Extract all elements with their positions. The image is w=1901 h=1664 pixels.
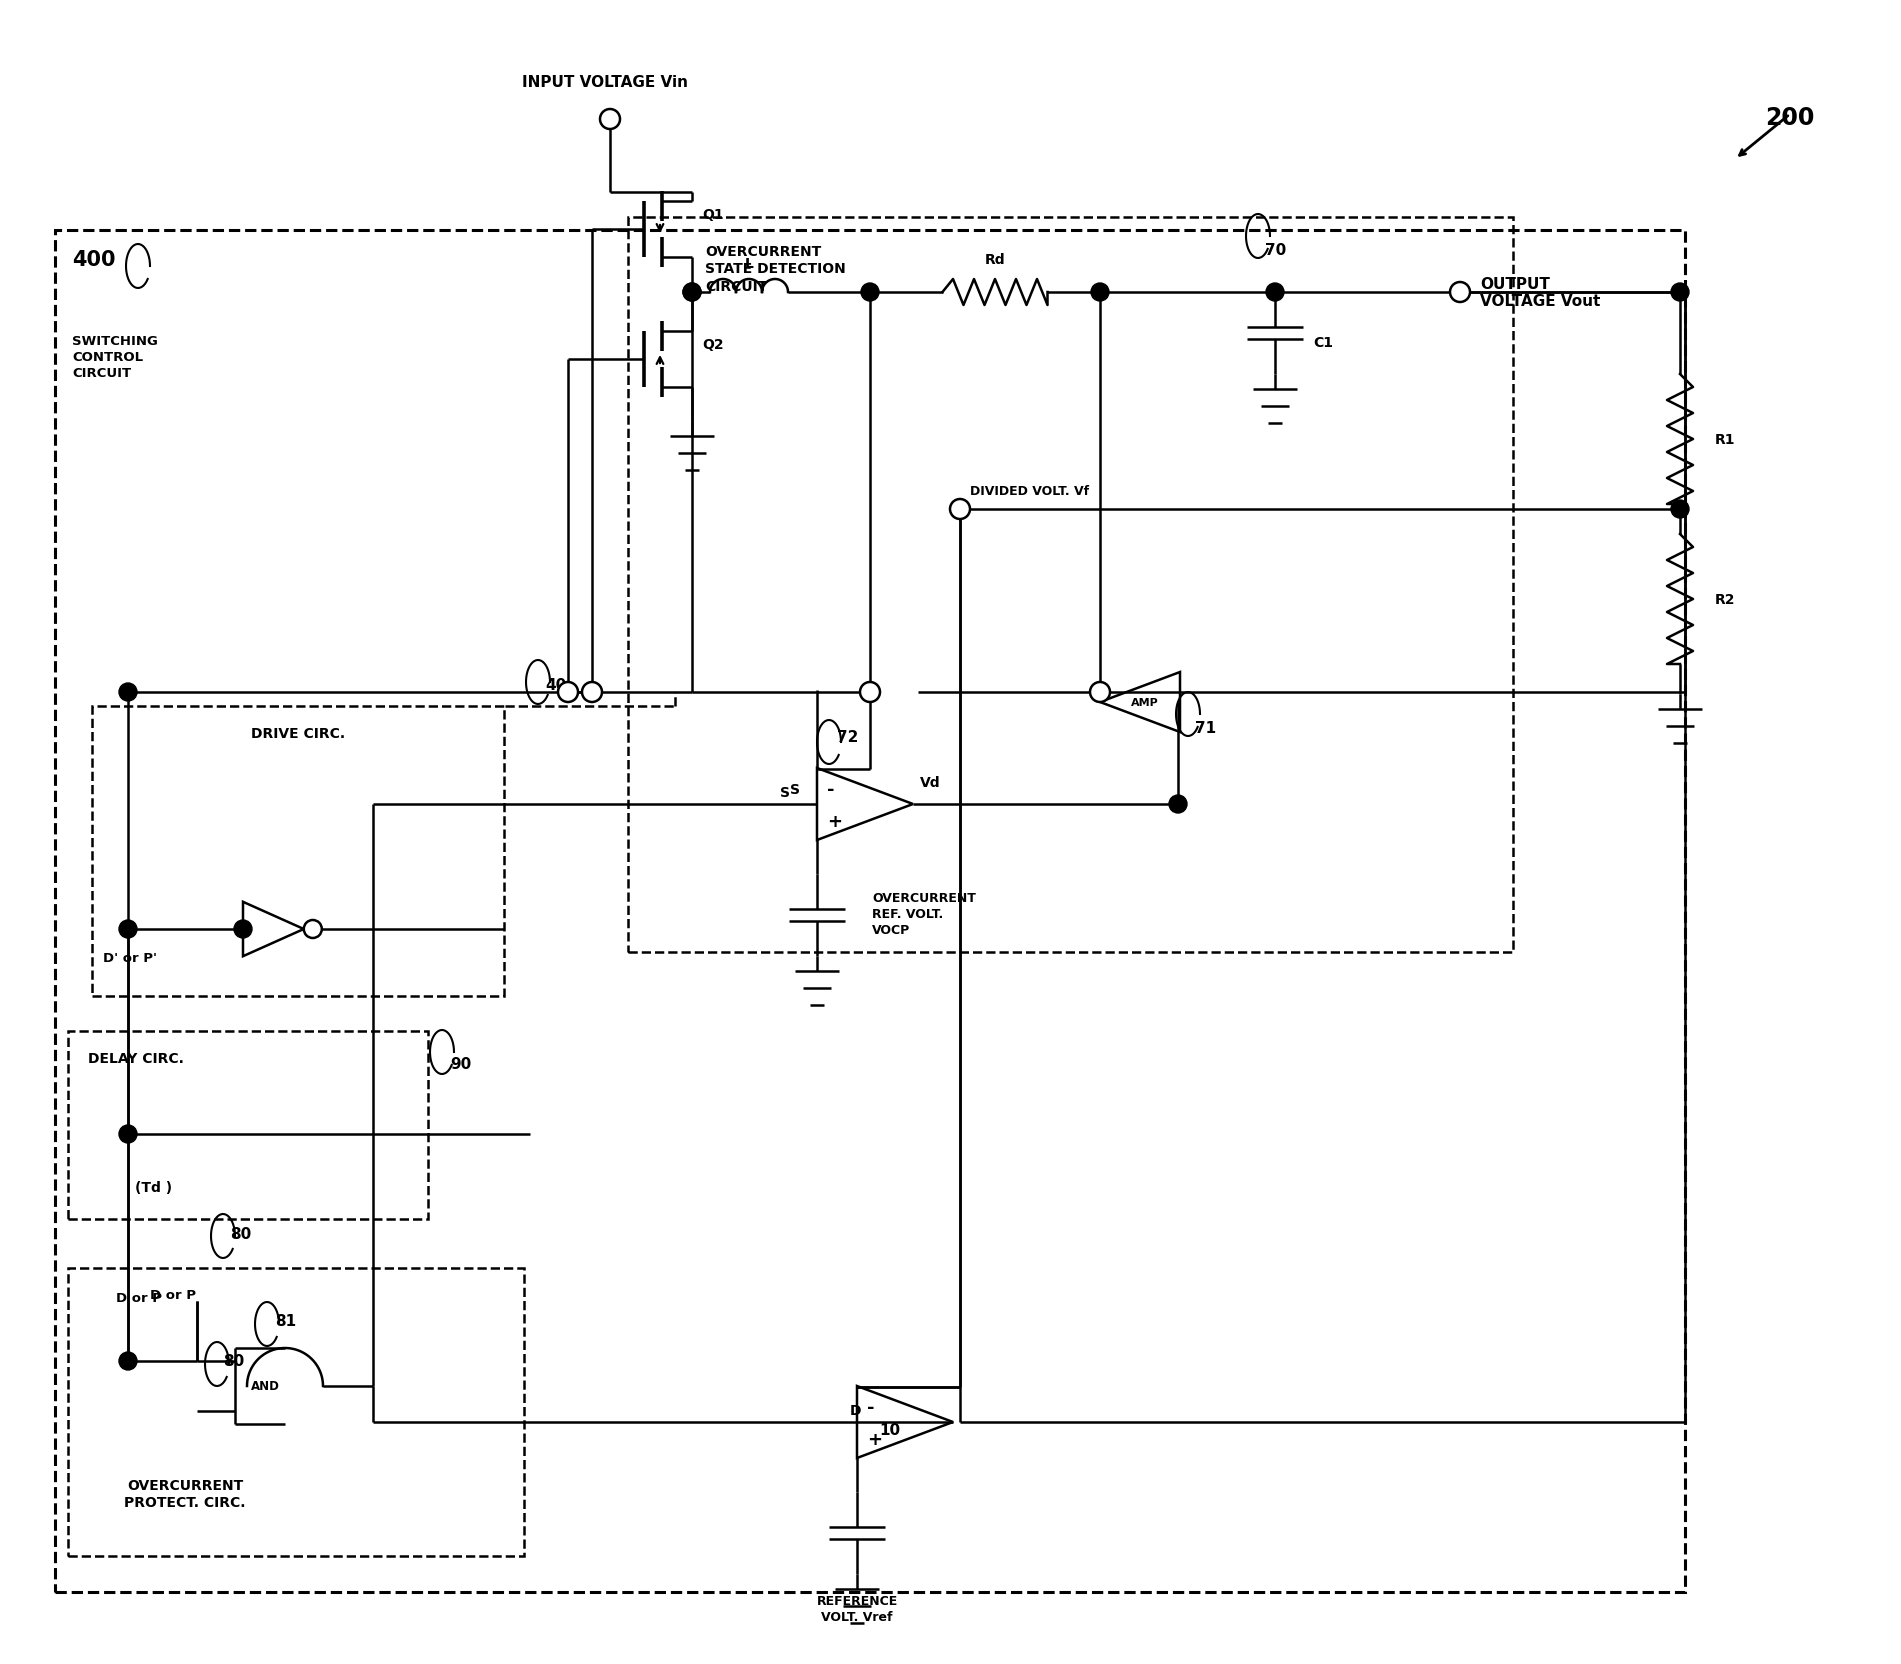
Text: S: S <box>779 785 791 799</box>
Text: 71: 71 <box>1196 721 1217 735</box>
Text: D: D <box>850 1403 861 1418</box>
Circle shape <box>120 1125 137 1143</box>
Text: C1: C1 <box>1314 336 1333 349</box>
Text: OUTPUT
VOLTAGE Vout: OUTPUT VOLTAGE Vout <box>1481 276 1601 310</box>
Text: 200: 200 <box>1764 106 1814 130</box>
Circle shape <box>120 920 137 938</box>
Circle shape <box>950 499 970 519</box>
Bar <box>68 1032 428 1220</box>
Text: 70: 70 <box>1264 243 1287 258</box>
Text: R2: R2 <box>1715 592 1736 607</box>
Text: L: L <box>745 256 753 271</box>
Circle shape <box>1671 501 1688 519</box>
Text: OVERCURRENT
PROTECT. CIRC.: OVERCURRENT PROTECT. CIRC. <box>124 1478 245 1509</box>
Text: 10: 10 <box>880 1423 901 1438</box>
Bar <box>55 231 1684 1592</box>
Text: 80: 80 <box>222 1353 243 1368</box>
Text: Q1: Q1 <box>701 208 724 221</box>
Bar <box>627 218 1513 952</box>
Text: D' or P': D' or P' <box>103 952 158 965</box>
Text: 81: 81 <box>276 1313 297 1328</box>
Text: S: S <box>791 782 800 797</box>
Text: OVERCURRENT
REF. VOLT.
VOCP: OVERCURRENT REF. VOLT. VOCP <box>873 892 975 937</box>
Text: DRIVE CIRC.: DRIVE CIRC. <box>251 727 346 740</box>
Text: OVERCURRENT
STATE DETECTION
CIRCUIT: OVERCURRENT STATE DETECTION CIRCUIT <box>705 245 846 293</box>
Circle shape <box>1169 795 1186 814</box>
Text: REFERENCE
VOLT. Vref: REFERENCE VOLT. Vref <box>816 1594 897 1622</box>
Text: 72: 72 <box>836 729 859 744</box>
Circle shape <box>1450 285 1469 301</box>
Text: -: - <box>867 1398 874 1416</box>
Circle shape <box>861 285 878 301</box>
Circle shape <box>1266 285 1283 301</box>
Text: (Td ): (Td ) <box>135 1180 173 1195</box>
Circle shape <box>234 920 253 938</box>
Text: Rd: Rd <box>985 253 1006 266</box>
Text: 90: 90 <box>451 1057 471 1072</box>
Circle shape <box>582 682 603 702</box>
Text: Q2: Q2 <box>701 338 724 351</box>
Text: +: + <box>867 1429 882 1448</box>
Bar <box>68 1268 525 1556</box>
Circle shape <box>559 682 578 702</box>
Text: 40: 40 <box>546 677 566 692</box>
Text: SWITCHING
CONTROL
CIRCUIT: SWITCHING CONTROL CIRCUIT <box>72 334 158 379</box>
Circle shape <box>601 110 620 130</box>
Circle shape <box>682 285 701 301</box>
Text: 400: 400 <box>72 250 116 270</box>
Circle shape <box>120 684 137 702</box>
Circle shape <box>120 1353 137 1369</box>
Circle shape <box>682 285 701 301</box>
Circle shape <box>1091 285 1108 301</box>
Text: D or P: D or P <box>150 1288 196 1301</box>
Circle shape <box>1089 682 1110 702</box>
Text: AND: AND <box>251 1379 279 1393</box>
Text: Vd: Vd <box>920 775 941 789</box>
Text: +: + <box>827 812 842 830</box>
Bar <box>91 707 504 997</box>
Circle shape <box>584 684 601 702</box>
Circle shape <box>950 501 970 519</box>
Text: AMP: AMP <box>1131 697 1160 707</box>
Circle shape <box>304 920 321 938</box>
Circle shape <box>559 684 578 702</box>
Circle shape <box>1450 283 1469 303</box>
Circle shape <box>859 682 880 702</box>
Text: 80: 80 <box>230 1226 251 1241</box>
Text: INPUT VOLTAGE Vin: INPUT VOLTAGE Vin <box>523 75 688 90</box>
Text: R1: R1 <box>1715 433 1736 446</box>
Text: D or P: D or P <box>116 1291 162 1305</box>
Text: DELAY CIRC.: DELAY CIRC. <box>87 1052 184 1065</box>
Text: DIVIDED VOLT. Vf: DIVIDED VOLT. Vf <box>970 484 1089 498</box>
Circle shape <box>1671 285 1688 301</box>
Text: -: - <box>827 780 835 799</box>
